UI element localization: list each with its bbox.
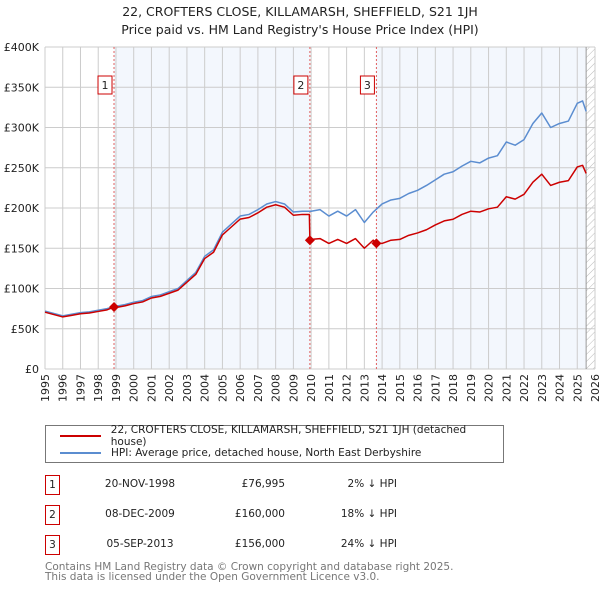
y-tick-label: £350K xyxy=(4,81,40,94)
x-tick-label: 2010 xyxy=(305,374,318,402)
x-tick-label: 2021 xyxy=(500,374,513,402)
red-line-swatch xyxy=(60,435,101,437)
sale-hpi-diff: 18% ↓ HPI xyxy=(340,508,397,520)
sale-hpi-diff: 24% ↓ HPI xyxy=(340,538,397,550)
legend-label: HPI: Average price, detached house, Nort… xyxy=(111,447,422,459)
sale-row: 2 08-DEC-2009 £160,000 18% ↓ HPI xyxy=(45,505,525,525)
x-tick-label: 2026 xyxy=(589,374,600,402)
sale-marker: 2 xyxy=(45,505,60,525)
sale-row: 3 05-SEP-2013 £156,000 24% ↓ HPI xyxy=(45,535,525,555)
x-tick-label: 2016 xyxy=(412,374,425,402)
x-tick-label: 2014 xyxy=(376,374,389,402)
sale-label: 2 xyxy=(297,79,304,92)
sale-label: 1 xyxy=(102,79,109,92)
x-tick-label: 2008 xyxy=(270,374,283,402)
sale-marker: 1 xyxy=(45,475,60,495)
sale-label-box xyxy=(97,75,113,95)
x-tick-label: 2005 xyxy=(216,374,229,402)
licence-note: This data is licensed under the Open Gov… xyxy=(45,571,380,583)
sale-date: 08-DEC-2009 xyxy=(105,508,175,520)
y-tick-label: £300K xyxy=(4,122,40,135)
legend: 22, CROFTERS CLOSE, KILLAMARSH, SHEFFIEL… xyxy=(45,424,504,463)
x-tick-label: 2024 xyxy=(554,374,567,402)
x-tick-label: 2017 xyxy=(429,374,442,402)
blue-line-swatch xyxy=(60,452,101,454)
legend-item-hpi: HPI: Average price, detached house, Nort… xyxy=(60,446,421,460)
sale-label-box xyxy=(359,75,375,95)
x-tick-label: 2015 xyxy=(394,374,407,402)
x-tick-label: 2020 xyxy=(483,374,496,402)
chart-title: 22, CROFTERS CLOSE, KILLAMARSH, SHEFFIEL… xyxy=(122,4,478,19)
y-tick-label: £100K xyxy=(4,283,40,296)
x-tick-label: 2013 xyxy=(358,374,371,402)
x-tick-label: 1998 xyxy=(92,374,105,402)
sale-label: 3 xyxy=(364,79,371,92)
sale-marker: 3 xyxy=(45,535,60,555)
x-tick-label: 1997 xyxy=(74,374,87,402)
x-tick-label: 2009 xyxy=(287,374,300,402)
x-tick-label: 1999 xyxy=(110,374,123,402)
sale-label-box xyxy=(293,75,309,95)
x-tick-label: 2011 xyxy=(323,374,336,402)
hpi-line xyxy=(44,100,587,317)
legend-label: 22, CROFTERS CLOSE, KILLAMARSH, SHEFFIEL… xyxy=(110,424,467,448)
sale-date: 05-SEP-2013 xyxy=(106,538,174,550)
sale-row: 1 20-NOV-1998 £76,995 2% ↓ HPI xyxy=(45,475,525,495)
sale-price: £160,000 xyxy=(234,508,285,520)
copyright-note: Contains HM Land Registry data © Crown c… xyxy=(45,561,454,573)
x-tick-label: 2007 xyxy=(252,374,265,402)
sale-point xyxy=(109,302,120,313)
x-tick-label: 2025 xyxy=(571,374,584,402)
legend-item-property: 22, CROFTERS CLOSE, KILLAMARSH, SHEFFIEL… xyxy=(60,424,503,448)
sale-price: £76,995 xyxy=(241,478,285,490)
x-tick-label: 2012 xyxy=(341,374,354,402)
x-tick-label: 2004 xyxy=(199,374,212,402)
x-tick-label: 1996 xyxy=(57,374,70,402)
y-tick-label: £50K xyxy=(11,323,40,336)
x-tick-label: 2002 xyxy=(163,374,176,402)
sale-point xyxy=(304,235,315,246)
chart-subtitle: Price paid vs. HM Land Registry's House … xyxy=(121,22,479,37)
y-tick-label: £150K xyxy=(4,242,40,255)
x-tick-label: 1995 xyxy=(39,374,52,402)
x-tick-label: 2022 xyxy=(518,374,531,402)
sale-date: 20-NOV-1998 xyxy=(104,478,176,490)
x-tick-label: 2001 xyxy=(145,374,158,402)
sale-point xyxy=(371,238,382,249)
x-tick-label: 2003 xyxy=(181,374,194,402)
x-tick-label: 2006 xyxy=(234,374,247,402)
x-tick-label: 2000 xyxy=(128,374,141,402)
price-chart: 1995 1996 1997 1998 1999 2000 2001 2002 2003 2004… xyxy=(4,41,600,402)
y-tick-label: £200K xyxy=(4,202,40,215)
y-tick-label: £0 xyxy=(25,363,39,376)
x-tick-label: 2023 xyxy=(536,374,549,402)
sale-hpi-diff: 2% ↓ HPI xyxy=(347,478,397,490)
x-tick-label: 2018 xyxy=(447,374,460,402)
y-tick-label: £250K xyxy=(4,162,40,175)
x-tick-label: 2019 xyxy=(465,374,478,402)
sale-price: £156,000 xyxy=(234,538,285,550)
y-tick-label: £400K xyxy=(4,41,40,54)
